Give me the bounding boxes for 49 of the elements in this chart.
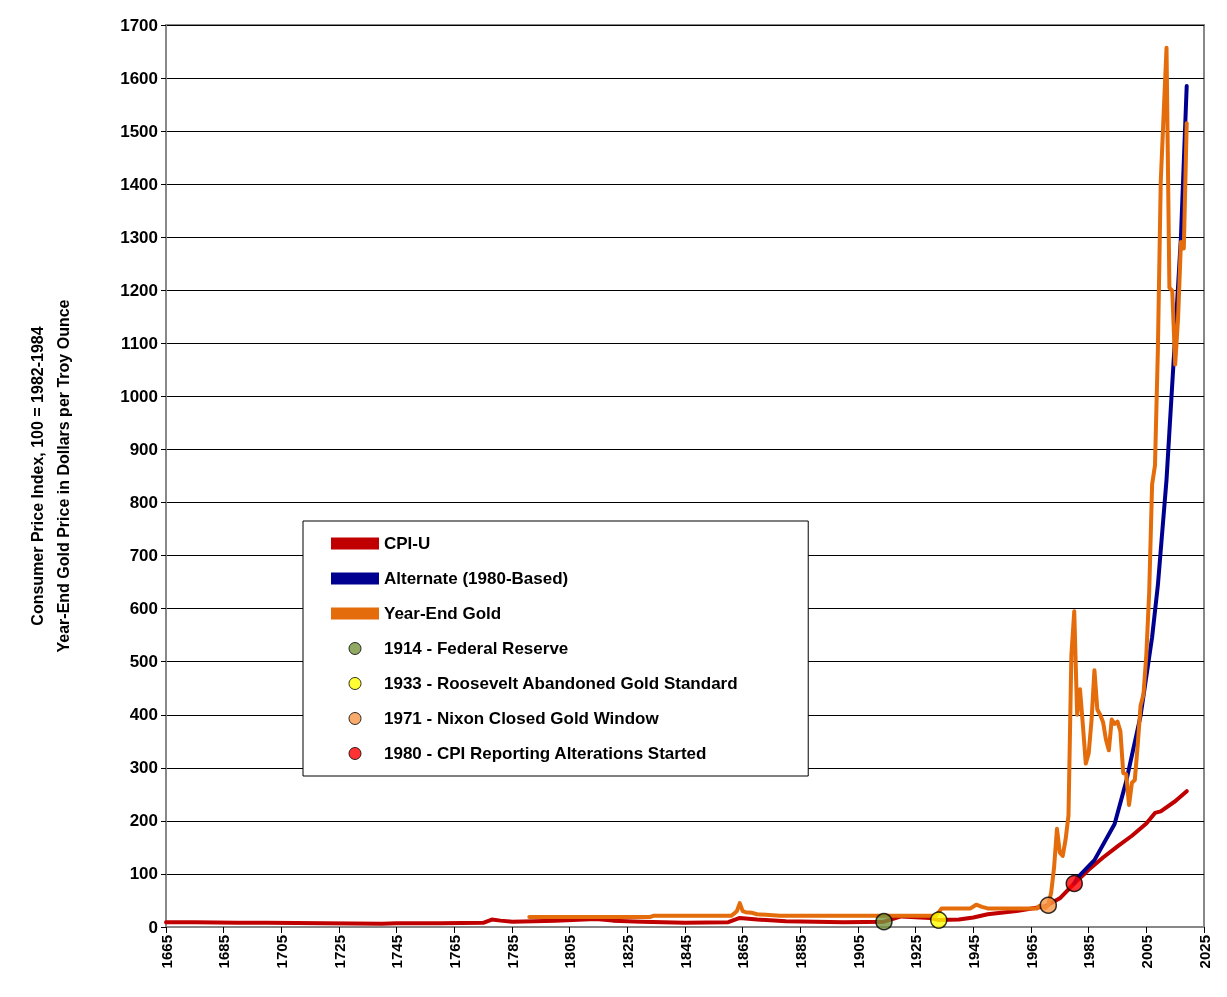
y-tick-label: 1700: [120, 15, 158, 35]
legend-label: 1980 - CPI Reporting Alterations Started: [384, 744, 707, 763]
legend-label: 1933 - Roosevelt Abandoned Gold Standard: [384, 674, 738, 693]
y-tick-label: 200: [129, 811, 158, 831]
x-tick-label: 1685: [215, 935, 233, 969]
x-tick-label: 1965: [1022, 935, 1040, 969]
x-tick-label: 1805: [561, 935, 579, 969]
y-tick-label: 600: [129, 599, 158, 619]
x-tick-label: 1865: [734, 935, 752, 969]
legend-label: CPI-U: [384, 534, 431, 553]
x-tick-label: 2005: [1137, 935, 1155, 969]
y-tick-label: 1000: [120, 386, 158, 406]
y-tick-label: 800: [129, 493, 158, 513]
x-tick-label: 1905: [849, 935, 867, 969]
x-tick-label: 1705: [272, 935, 290, 969]
point: [875, 912, 893, 931]
y-tick-label: 700: [129, 546, 158, 566]
x-tick-label: 1725: [330, 935, 348, 969]
x-tick-label: 1745: [388, 935, 406, 969]
x-tick-label: 1785: [503, 935, 521, 969]
y-tick-label: 100: [129, 864, 158, 884]
x-tick-label: 2025: [1195, 935, 1213, 969]
point: [1065, 874, 1083, 893]
y-tick-label: 1400: [120, 174, 158, 194]
legend-label: 1971 - Nixon Closed Gold Window: [384, 709, 660, 728]
y-tick-label: 1600: [120, 68, 158, 88]
y-tick-label: 300: [129, 758, 158, 778]
x-tick-label: 1985: [1080, 935, 1098, 969]
y-tick-label: 1500: [120, 121, 158, 141]
x-tick-label: 1665: [157, 935, 175, 969]
point: [930, 911, 948, 929]
x-tick-label: 1825: [618, 935, 636, 969]
x-tick-label: 1885: [791, 935, 809, 969]
x-tick-label: 1765: [445, 935, 463, 969]
y-tick-label: 0: [148, 917, 158, 937]
x-tick-label: 1945: [964, 935, 982, 969]
y-axis-title: Consumer Price Index, 100 = 1982-1984 Year-End Gold Price in Dollars per Troy Ounce: [28, 299, 72, 653]
y-tick-label: 400: [129, 705, 158, 725]
y-tick-label: 500: [129, 652, 158, 672]
legend-label: Year-End Gold: [384, 604, 502, 623]
y-tick-label: 1300: [120, 227, 158, 247]
point: [1039, 896, 1058, 914]
y-tick-label: 1100: [121, 333, 158, 353]
x-tick-label: 1925: [907, 935, 925, 969]
legend-label: 1914 - Federal Reserve: [384, 639, 569, 658]
y-tick-label: 900: [129, 439, 158, 459]
y-tick-label: 1200: [120, 280, 158, 300]
legend-label: Alternate (1980-Based): [384, 569, 569, 588]
x-tick-label: 1845: [676, 935, 694, 969]
